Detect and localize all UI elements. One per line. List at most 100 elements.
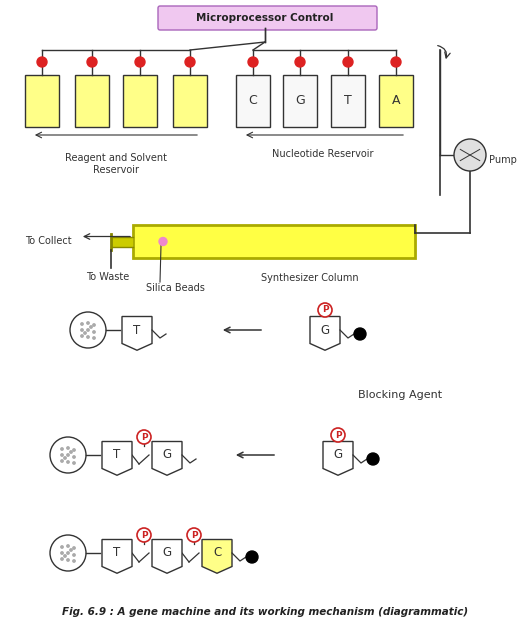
Text: Fig. 6.9 : A gene machine and its working mechanism (diagrammatic): Fig. 6.9 : A gene machine and its workin… [62, 607, 468, 617]
Bar [111, 237, 133, 247]
Circle shape [354, 328, 366, 340]
Circle shape [61, 454, 63, 456]
Bar [75, 75, 109, 127]
Circle shape [81, 335, 83, 337]
Bar [331, 75, 365, 127]
Polygon shape [310, 316, 340, 350]
Circle shape [318, 303, 332, 317]
Circle shape [343, 57, 353, 67]
Circle shape [137, 430, 151, 444]
Bar [173, 75, 207, 127]
Text: Pump: Pump [489, 155, 517, 165]
Text: To Collect: To Collect [25, 237, 72, 247]
Polygon shape [202, 540, 232, 573]
Circle shape [50, 437, 86, 473]
Bar [236, 75, 270, 127]
Text: P: P [141, 530, 147, 540]
Circle shape [87, 336, 89, 338]
Text: G: G [162, 448, 172, 462]
Circle shape [50, 535, 86, 571]
Text: T: T [133, 323, 141, 337]
Circle shape [61, 448, 63, 450]
Text: C: C [249, 94, 258, 108]
Text: G: G [162, 547, 172, 560]
Circle shape [81, 329, 83, 331]
Circle shape [73, 560, 75, 562]
Circle shape [70, 451, 72, 454]
Text: G: G [320, 323, 330, 337]
Text: C: C [213, 547, 221, 560]
Circle shape [73, 547, 75, 549]
Circle shape [73, 554, 75, 556]
Circle shape [87, 329, 89, 331]
Circle shape [64, 555, 66, 557]
Bar [123, 75, 157, 127]
Circle shape [295, 57, 305, 67]
Polygon shape [102, 442, 132, 476]
Circle shape [81, 323, 83, 325]
Text: To Waste: To Waste [87, 272, 130, 282]
Circle shape [187, 528, 201, 542]
Text: T: T [344, 94, 352, 108]
Circle shape [67, 447, 69, 449]
Circle shape [391, 57, 401, 67]
Text: Reagent and Solvent
Reservoir: Reagent and Solvent Reservoir [65, 153, 167, 175]
Circle shape [185, 57, 195, 67]
Polygon shape [152, 442, 182, 476]
Text: P: P [322, 306, 328, 314]
Text: Synthesizer Column: Synthesizer Column [261, 273, 359, 283]
Circle shape [37, 57, 47, 67]
Polygon shape [323, 442, 353, 476]
Text: Microprocessor Control: Microprocessor Control [196, 13, 333, 23]
Circle shape [87, 322, 89, 324]
Circle shape [331, 428, 345, 442]
Circle shape [454, 139, 486, 171]
Circle shape [73, 449, 75, 451]
Bar [133, 225, 415, 258]
Circle shape [93, 337, 95, 339]
Circle shape [248, 57, 258, 67]
FancyBboxPatch shape [158, 6, 377, 30]
Text: Nucleotide Reservoir: Nucleotide Reservoir [272, 149, 374, 159]
Circle shape [67, 545, 69, 547]
Text: P: P [335, 430, 341, 440]
Circle shape [367, 453, 379, 465]
Circle shape [246, 551, 258, 563]
Bar [25, 75, 59, 127]
Circle shape [67, 454, 69, 456]
Text: Blocking Agent: Blocking Agent [358, 390, 442, 400]
Circle shape [70, 312, 106, 348]
Text: T: T [114, 547, 121, 560]
Circle shape [67, 461, 69, 463]
Circle shape [67, 559, 69, 561]
Text: P: P [141, 433, 147, 442]
Text: T: T [114, 448, 121, 462]
Circle shape [67, 552, 69, 554]
Circle shape [64, 457, 66, 459]
Circle shape [135, 57, 145, 67]
Bar [379, 75, 413, 127]
Circle shape [61, 552, 63, 554]
Circle shape [93, 331, 95, 333]
Circle shape [61, 460, 63, 462]
Circle shape [73, 456, 75, 458]
Circle shape [73, 462, 75, 464]
Text: P: P [191, 530, 198, 540]
Text: G: G [333, 448, 342, 462]
Text: A: A [392, 94, 400, 108]
Text: G: G [295, 94, 305, 108]
Circle shape [70, 548, 72, 551]
Text: Silica Beads: Silica Beads [145, 283, 204, 293]
Circle shape [90, 326, 92, 328]
Polygon shape [152, 540, 182, 573]
Polygon shape [102, 540, 132, 573]
Circle shape [84, 332, 86, 334]
Circle shape [93, 324, 95, 326]
Circle shape [61, 558, 63, 560]
Circle shape [137, 528, 151, 542]
Bar [283, 75, 317, 127]
Circle shape [87, 57, 97, 67]
Circle shape [159, 238, 167, 245]
Circle shape [61, 546, 63, 548]
Polygon shape [122, 316, 152, 350]
